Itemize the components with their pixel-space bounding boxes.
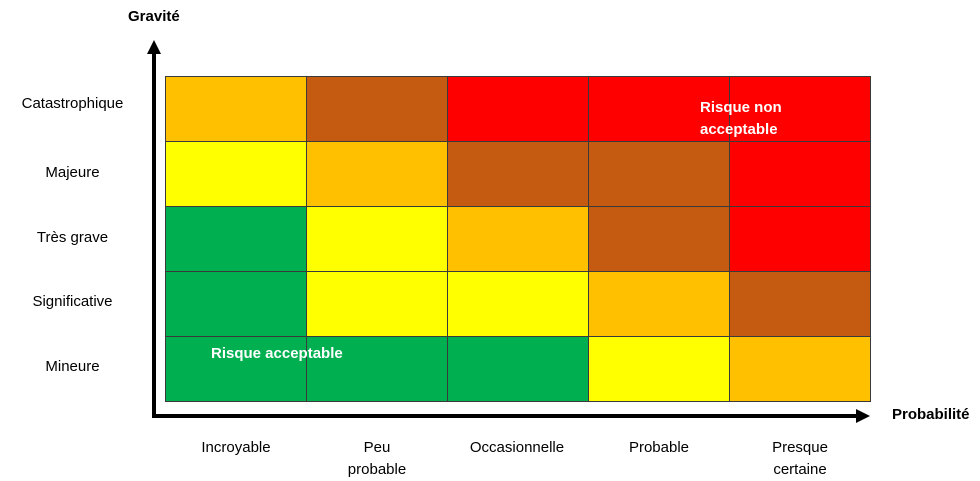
row-label-mineure: Mineure (45, 358, 100, 375)
matrix-cell-r5-c4 (588, 336, 730, 402)
x-axis-arrow (856, 409, 870, 423)
row-label-catastrophique: Catastrophique (21, 95, 124, 112)
matrix-cell-r1-c4 (588, 76, 730, 142)
matrix-cell-r1-c1 (165, 76, 307, 142)
col-label-incroyable: Incroyable (171, 437, 301, 459)
matrix-cell-r2-c4 (588, 141, 730, 207)
matrix-cell-r5-c5 (729, 336, 871, 402)
col-label-line2: probable (347, 461, 407, 478)
col-label-line1: Peu (363, 439, 391, 456)
col-label-line2: certaine (773, 461, 827, 478)
y-axis-title: Gravité (128, 8, 180, 25)
col-label-peu-probable: Peu probable (312, 437, 442, 481)
row-label-tres-grave: Très grave (36, 229, 109, 246)
col-label-occasionnelle: Occasionnelle (452, 437, 582, 459)
x-axis-line (152, 414, 858, 418)
matrix-cell-r5-c1 (165, 336, 307, 402)
matrix-cell-r5-c3 (447, 336, 589, 402)
matrix-cell-r3-c1 (165, 206, 307, 272)
matrix-cell-r3-c3 (447, 206, 589, 272)
matrix-cell-r3-c5 (729, 206, 871, 272)
matrix-cell-r3-c2 (306, 206, 448, 272)
row-label-significative: Significative (32, 293, 113, 310)
matrix-cell-r4-c4 (588, 271, 730, 337)
col-label-presque-certaine: Presque certaine (735, 437, 865, 481)
risk-matrix-grid (165, 76, 871, 402)
matrix-cell-r1-c3 (447, 76, 589, 142)
matrix-cell-r4-c2 (306, 271, 448, 337)
y-axis-arrow (147, 40, 161, 54)
matrix-cell-r2-c1 (165, 141, 307, 207)
matrix-cell-r2-c2 (306, 141, 448, 207)
col-label-line1: Presque (772, 439, 828, 456)
matrix-cell-r4-c3 (447, 271, 589, 337)
row-label-majeure: Majeure (45, 164, 100, 181)
matrix-cell-r4-c5 (729, 271, 871, 337)
matrix-cell-r3-c4 (588, 206, 730, 272)
label-risque-acceptable: Risque acceptable (211, 345, 343, 362)
label-risque-non-acceptable: Risque non acceptable (700, 97, 782, 141)
matrix-cell-r5-c2 (306, 336, 448, 402)
matrix-cell-r4-c1 (165, 271, 307, 337)
x-axis-title: Probabilité (892, 406, 970, 423)
col-label-probable: Probable (594, 437, 724, 459)
label-line2: acceptable (700, 121, 778, 138)
col-label-line1: Incroyable (201, 439, 271, 456)
y-axis-line (152, 52, 156, 418)
label-line1: Risque non (700, 99, 782, 116)
col-label-line1: Probable (628, 439, 690, 456)
matrix-cell-r2-c3 (447, 141, 589, 207)
matrix-cell-r2-c5 (729, 141, 871, 207)
matrix-cell-r1-c2 (306, 76, 448, 142)
col-label-line1: Occasionnelle (469, 439, 565, 456)
